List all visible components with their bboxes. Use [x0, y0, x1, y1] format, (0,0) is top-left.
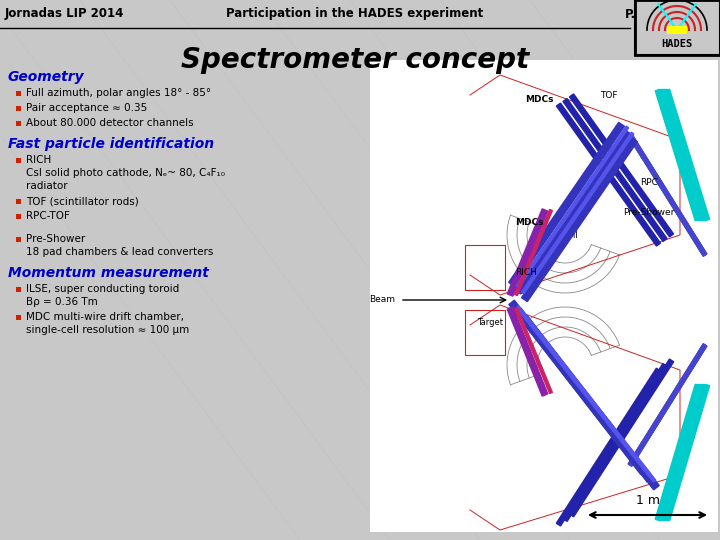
Text: About 80.000 detector channels: About 80.000 detector channels — [26, 118, 194, 128]
Text: Pre-Shower: Pre-Shower — [26, 234, 85, 244]
Polygon shape — [570, 94, 674, 237]
Polygon shape — [516, 308, 653, 482]
Text: Geometry: Geometry — [8, 70, 85, 84]
Bar — [16, 91, 21, 96]
Polygon shape — [629, 134, 707, 256]
Polygon shape — [521, 312, 656, 482]
Text: MDCs: MDCs — [515, 218, 544, 227]
Text: Bρ = 0.36 Tm: Bρ = 0.36 Tm — [26, 297, 98, 307]
Text: Pair acceptance ≈ 0.35: Pair acceptance ≈ 0.35 — [26, 103, 148, 113]
Polygon shape — [655, 89, 700, 221]
Text: MDC multi-wire drift chamber,: MDC multi-wire drift chamber, — [26, 312, 184, 322]
Polygon shape — [662, 384, 707, 521]
Bar — [465, 310, 505, 355]
Polygon shape — [515, 210, 552, 295]
Text: ILSE, super conducting toroid: ILSE, super conducting toroid — [26, 284, 179, 294]
Text: Spectrometer concept: Spectrometer concept — [181, 46, 529, 74]
Polygon shape — [657, 89, 703, 221]
Text: Pre-Shower: Pre-Shower — [624, 208, 675, 217]
Bar — [16, 121, 21, 126]
Text: P.Fonte: P.Fonte — [625, 8, 674, 21]
Text: Jornadas LIP 2014: Jornadas LIP 2014 — [5, 8, 125, 21]
Polygon shape — [657, 384, 703, 521]
Text: Fast particle identification: Fast particle identification — [8, 137, 214, 151]
Text: TOF (scintillator rods): TOF (scintillator rods) — [26, 196, 139, 206]
Polygon shape — [570, 359, 674, 517]
Text: TOF: TOF — [600, 91, 618, 100]
Polygon shape — [629, 344, 707, 466]
Text: RICH: RICH — [26, 155, 51, 165]
Text: Momentum measurement: Momentum measurement — [8, 266, 209, 280]
Polygon shape — [509, 123, 624, 286]
Polygon shape — [660, 384, 705, 521]
Text: Beam: Beam — [369, 295, 395, 305]
Text: CsI solid photo cathode, Nₑ~ 80, C₄F₁₀: CsI solid photo cathode, Nₑ~ 80, C₄F₁₀ — [26, 168, 225, 178]
Polygon shape — [515, 130, 631, 294]
Polygon shape — [563, 98, 667, 241]
Bar — [16, 315, 21, 320]
Polygon shape — [557, 368, 660, 526]
Bar — [16, 106, 21, 111]
Bar — [16, 199, 21, 204]
Polygon shape — [629, 344, 707, 466]
Text: RPC: RPC — [640, 178, 658, 187]
Bar — [16, 287, 21, 292]
Polygon shape — [629, 134, 707, 256]
Polygon shape — [629, 344, 707, 466]
Text: single-cell resolution ≈ 100 μm: single-cell resolution ≈ 100 μm — [26, 325, 189, 335]
Text: 1 m: 1 m — [636, 494, 660, 507]
Polygon shape — [655, 384, 700, 521]
Polygon shape — [563, 363, 667, 521]
Text: Target: Target — [477, 318, 503, 327]
Text: RPC-TOF: RPC-TOF — [26, 211, 70, 221]
Bar — [16, 214, 21, 219]
Polygon shape — [557, 103, 660, 246]
Text: Coil: Coil — [562, 231, 578, 240]
Text: Full azimuth, polar angles 18° - 85°: Full azimuth, polar angles 18° - 85° — [26, 88, 211, 98]
Bar — [16, 237, 21, 242]
Text: HADES: HADES — [662, 39, 693, 49]
Text: Participation in the HADES experiment: Participation in the HADES experiment — [226, 8, 484, 21]
Bar — [370, 60, 718, 532]
Polygon shape — [522, 315, 660, 490]
Bar — [16, 158, 21, 163]
Polygon shape — [507, 307, 548, 396]
Polygon shape — [665, 384, 710, 521]
Text: RICH: RICH — [515, 268, 537, 277]
Polygon shape — [662, 89, 707, 221]
Polygon shape — [521, 138, 637, 302]
Bar — [465, 245, 505, 290]
Polygon shape — [507, 209, 548, 296]
Bar — [635, 0, 720, 55]
Text: 18 pad chambers & lead converters: 18 pad chambers & lead converters — [26, 247, 213, 257]
Polygon shape — [660, 89, 705, 221]
Polygon shape — [665, 89, 710, 221]
Polygon shape — [516, 126, 629, 288]
Polygon shape — [629, 134, 707, 256]
Polygon shape — [509, 300, 647, 475]
Polygon shape — [516, 306, 651, 476]
Text: MDCs: MDCs — [525, 95, 554, 104]
Polygon shape — [515, 307, 552, 394]
Polygon shape — [521, 132, 634, 294]
Text: radiator: radiator — [26, 181, 68, 191]
Bar — [667, 26, 687, 34]
